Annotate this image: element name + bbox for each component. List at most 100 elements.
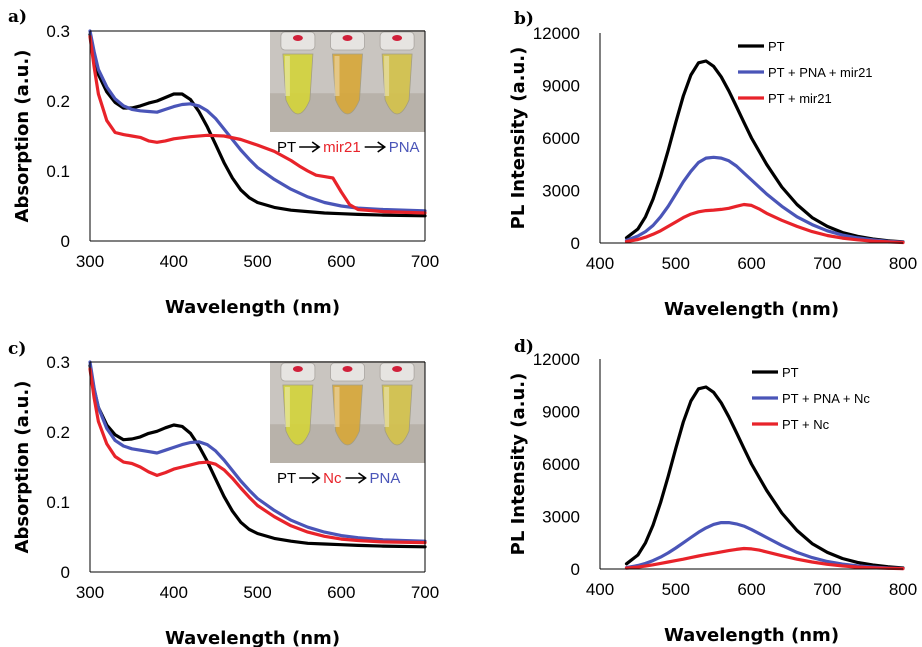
tube-body — [381, 384, 413, 446]
series-line-1 — [88, 363, 427, 549]
tube-label-dot — [292, 366, 303, 372]
tube-body — [332, 384, 363, 446]
panel-b: b) 400 500 600 700 800 0 3000 6000 9000 12000 Wavel… — [508, 9, 917, 320]
x-axis-title: Wavelength (nm) — [664, 625, 839, 646]
x-tick-label: 600 — [737, 254, 765, 273]
arrow-icon — [364, 141, 387, 153]
tube-3 — [379, 362, 415, 446]
arrow-icon — [299, 141, 321, 153]
tube-glare — [284, 387, 290, 427]
x-tick-label: 700 — [813, 254, 841, 273]
x-tick-label: 800 — [889, 580, 917, 599]
tube-body — [332, 53, 363, 115]
y-tick-label: 0 — [61, 232, 70, 251]
panel-d: d) 400 500 600 700 800 0 3000 6000 9000 12000 Wavel… — [508, 337, 917, 646]
y-tick-label: 9000 — [542, 403, 580, 422]
series-line-2 — [624, 520, 905, 571]
y-tick-label: 0 — [571, 234, 580, 253]
panel-a: a) PT mir21 PNA 300 400 500 600 700 0 0.1 0.2 0.3 Wav… — [8, 7, 439, 318]
tube-photo — [270, 30, 425, 132]
series-line-3 — [88, 367, 427, 545]
tube-1 — [280, 31, 316, 115]
tube-body — [381, 53, 413, 115]
x-tick-label: 500 — [243, 583, 271, 602]
panel-letter: a) — [8, 7, 27, 27]
legend: PT PT + PNA + mir21 PT + mir21 — [738, 39, 873, 106]
tube-label-dot — [292, 35, 303, 41]
x-tick-label: 400 — [160, 583, 188, 602]
label-target: mir21 — [323, 139, 361, 156]
panel-letter: d) — [514, 337, 534, 357]
x-axis-title: Wavelength (nm) — [165, 628, 340, 647]
y-axis-title: PL Intensity (a.u.) — [508, 47, 529, 230]
x-tick-label: 300 — [76, 252, 104, 271]
y-tick-label: 0.2 — [46, 423, 70, 442]
x-tick-label: 500 — [662, 580, 690, 599]
tube-label-dot — [342, 35, 353, 41]
series-line-2 — [624, 155, 905, 244]
y-tick-label: 0.3 — [46, 353, 70, 372]
series-line-3 — [624, 546, 905, 571]
tube-body — [282, 53, 314, 115]
arrow-icon — [345, 472, 367, 484]
series-line-2 — [88, 360, 427, 543]
x-tick-label: 500 — [662, 254, 690, 273]
tube-label-dot — [392, 35, 403, 41]
series-line-3 — [624, 202, 905, 245]
y-tick-label: 0.2 — [46, 92, 70, 111]
x-tick-label: 700 — [411, 583, 439, 602]
x-tick-label: 800 — [889, 254, 917, 273]
panel-c: c) PT Nc PNA 300 400 500 600 700 0 0.1 0.2 0.3 Wavele… — [8, 339, 439, 647]
label-pt: PT — [277, 470, 296, 487]
legend: PT PT + PNA + Nc PT + Nc — [752, 365, 870, 432]
y-axis-title: PL Intensity (a.u.) — [508, 373, 529, 556]
y-tick-label: 12000 — [533, 350, 580, 369]
y-tick-label: 0.1 — [46, 493, 70, 512]
series-line-1 — [624, 59, 905, 244]
x-axis-title: Wavelength (nm) — [664, 299, 839, 320]
legend-entry: PT — [768, 39, 785, 54]
x-tick-label: 600 — [327, 583, 355, 602]
tube-glare — [384, 387, 390, 427]
series-line-1 — [88, 32, 427, 218]
label-pna: PNA — [370, 470, 401, 487]
y-tick-label: 3000 — [542, 182, 580, 201]
y-tick-label: 6000 — [542, 129, 580, 148]
y-tick-label: 0.1 — [46, 162, 70, 181]
photo-label: PT Nc PNA — [277, 470, 400, 487]
legend-entry: PT + mir21 — [768, 91, 832, 106]
legend-entry: PT + Nc — [782, 417, 830, 432]
series-line-2 — [88, 29, 427, 213]
label-target: Nc — [323, 470, 342, 487]
panel-letter: b) — [514, 9, 534, 29]
y-tick-label: 3000 — [542, 508, 580, 527]
x-tick-label: 700 — [411, 252, 439, 271]
series-line-1 — [624, 385, 905, 570]
legend-entry: PT + PNA + Nc — [782, 391, 870, 406]
x-tick-label: 500 — [243, 252, 271, 271]
tube-glare — [334, 56, 340, 96]
legend-entry: PT — [782, 365, 799, 380]
y-tick-label: 9000 — [542, 77, 580, 96]
x-tick-label: 300 — [76, 583, 104, 602]
x-tick-label: 600 — [737, 580, 765, 599]
tube-glare — [384, 56, 390, 96]
y-tick-label: 0 — [571, 560, 580, 579]
x-tick-label: 600 — [327, 252, 355, 271]
x-tick-label: 400 — [586, 254, 614, 273]
tube-label-dot — [342, 366, 353, 372]
label-pna: PNA — [389, 139, 420, 156]
x-tick-label: 400 — [160, 252, 188, 271]
tube-glare — [334, 387, 340, 427]
tube-2 — [330, 31, 365, 115]
arrow-icon — [299, 472, 321, 484]
legend-entry: PT + PNA + mir21 — [768, 65, 873, 80]
y-axis-title: Absorption (a.u.) — [12, 50, 33, 223]
photo-label: PT mir21 PNA — [277, 139, 420, 156]
tube-photo — [270, 361, 425, 463]
y-axis-title: Absorption (a.u.) — [12, 381, 33, 554]
label-pt: PT — [277, 139, 296, 156]
x-axis-title: Wavelength (nm) — [165, 297, 340, 318]
tube-2 — [330, 362, 365, 446]
series-line-3 — [88, 34, 427, 215]
